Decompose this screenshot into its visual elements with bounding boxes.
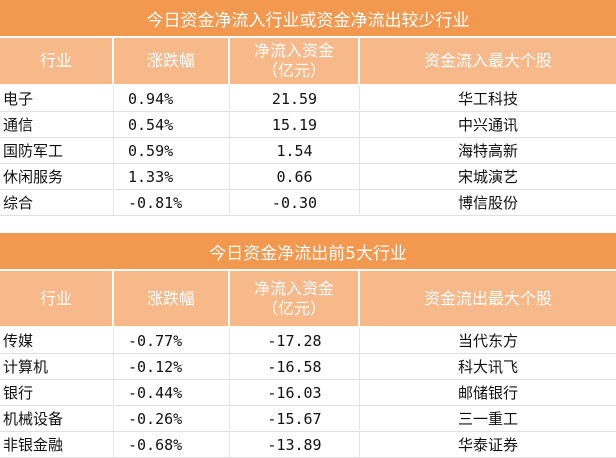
table-row: 休闲服务 1.33% 0.66 宋城演艺 — [0, 164, 616, 190]
header-industry: 行业 — [0, 271, 114, 326]
change-cell: 0.54% — [114, 112, 230, 137]
net-flow-cell: -17.28 — [230, 328, 360, 353]
table-row: 非银金融 -0.68% -13.89 华泰证券 — [0, 432, 616, 458]
industry-cell: 银行 — [0, 380, 114, 405]
change-cell: 0.59% — [114, 138, 230, 163]
table-row: 银行 -0.44% -16.03 邮储银行 — [0, 380, 616, 406]
net-flow-cell: 1.54 — [230, 138, 360, 163]
net-flow-cell: -16.03 — [230, 380, 360, 405]
change-cell: -0.12% — [114, 354, 230, 379]
inflow-table: 今日资金净流入行业或资金净流出较少行业 行业 涨跌幅 净流入资金 （亿元） 资金… — [0, 0, 616, 216]
table-row: 机械设备 -0.26% -15.67 三一重工 — [0, 406, 616, 432]
change-cell: -0.68% — [114, 432, 230, 457]
change-cell: -0.77% — [114, 328, 230, 353]
outflow-table-title: 今日资金净流出前5大行业 — [0, 233, 616, 271]
header-net-flow: 净流入资金 （亿元） — [230, 271, 360, 326]
industry-cell: 电子 — [0, 86, 114, 111]
top-stock-cell: 博信股份 — [457, 194, 518, 212]
net-flow-cell: -0.30 — [230, 190, 360, 215]
inflow-table-header: 行业 涨跌幅 净流入资金 （亿元） 资金流入最大个股 — [0, 38, 616, 86]
table-row: 传媒 -0.77% -17.28 当代东方 — [0, 328, 616, 354]
change-cell: -0.26% — [114, 406, 230, 431]
inflow-table-title: 今日资金净流入行业或资金净流出较少行业 — [0, 0, 616, 38]
table-row: 国防军工 0.59% 1.54 海特高新 — [0, 138, 616, 164]
net-flow-cell: -13.89 — [230, 432, 360, 457]
industry-cell: 计算机 — [0, 354, 114, 379]
header-top-stock: 资金流入最大个股 — [423, 51, 552, 70]
table-row: 电子 0.94% 21.59 华工科技 — [0, 86, 616, 112]
net-flow-cell: -16.58 — [230, 354, 360, 379]
top-stock-cell: 邮储银行 — [457, 384, 518, 402]
table-row: 综合 -0.81% -0.30 博信股份 — [0, 190, 616, 216]
net-flow-cell: -15.67 — [230, 406, 360, 431]
outflow-table-body: 传媒 -0.77% -17.28 当代东方 计算机 -0.12% -16.58 科大讯飞 银行 -… — [0, 328, 616, 458]
industry-cell: 通信 — [0, 112, 114, 137]
change-cell: 1.33% — [114, 164, 230, 189]
top-stock-cell: 科大讯飞 — [457, 358, 518, 376]
top-stock-cell: 海特高新 — [457, 142, 518, 160]
net-flow-cell: 0.66 — [230, 164, 360, 189]
table-row: 通信 0.54% 15.19 中兴通讯 — [0, 112, 616, 138]
header-change: 涨跌幅 — [114, 271, 230, 326]
change-cell: -0.81% — [114, 190, 230, 215]
outflow-table-header: 行业 涨跌幅 净流入资金 （亿元） 资金流出最大个股 — [0, 271, 616, 328]
table-gap — [0, 218, 616, 233]
top-stock-cell: 华工科技 — [457, 90, 518, 108]
top-stock-cell: 当代东方 — [457, 332, 518, 350]
top-stock-cell: 华泰证券 — [457, 436, 518, 454]
change-cell: 0.94% — [114, 86, 230, 111]
net-flow-cell: 15.19 — [230, 112, 360, 137]
outflow-table: 今日资金净流出前5大行业 行业 涨跌幅 净流入资金 （亿元） 资金流出最大个股 … — [0, 233, 616, 458]
industry-cell: 机械设备 — [0, 406, 114, 431]
top-stock-cell: 中兴通讯 — [457, 116, 518, 134]
header-industry: 行业 — [0, 38, 114, 84]
change-cell: -0.44% — [114, 380, 230, 405]
industry-cell: 传媒 — [0, 328, 114, 353]
header-top-stock: 资金流出最大个股 — [423, 288, 552, 308]
header-net-flow: 净流入资金 （亿元） — [230, 38, 360, 84]
header-change: 涨跌幅 — [114, 38, 230, 84]
industry-cell: 非银金融 — [0, 432, 114, 457]
top-stock-cell: 宋城演艺 — [457, 168, 518, 186]
industry-cell: 休闲服务 — [0, 164, 114, 189]
top-stock-cell: 三一重工 — [457, 410, 518, 428]
inflow-table-body: 电子 0.94% 21.59 华工科技通信 0.54% 15.19 中兴通讯国防军工 0.59… — [0, 86, 616, 216]
table-row: 计算机 -0.12% -16.58 科大讯飞 — [0, 354, 616, 380]
net-flow-cell: 21.59 — [230, 86, 360, 111]
industry-cell: 综合 — [0, 190, 114, 215]
industry-cell: 国防军工 — [0, 138, 114, 163]
